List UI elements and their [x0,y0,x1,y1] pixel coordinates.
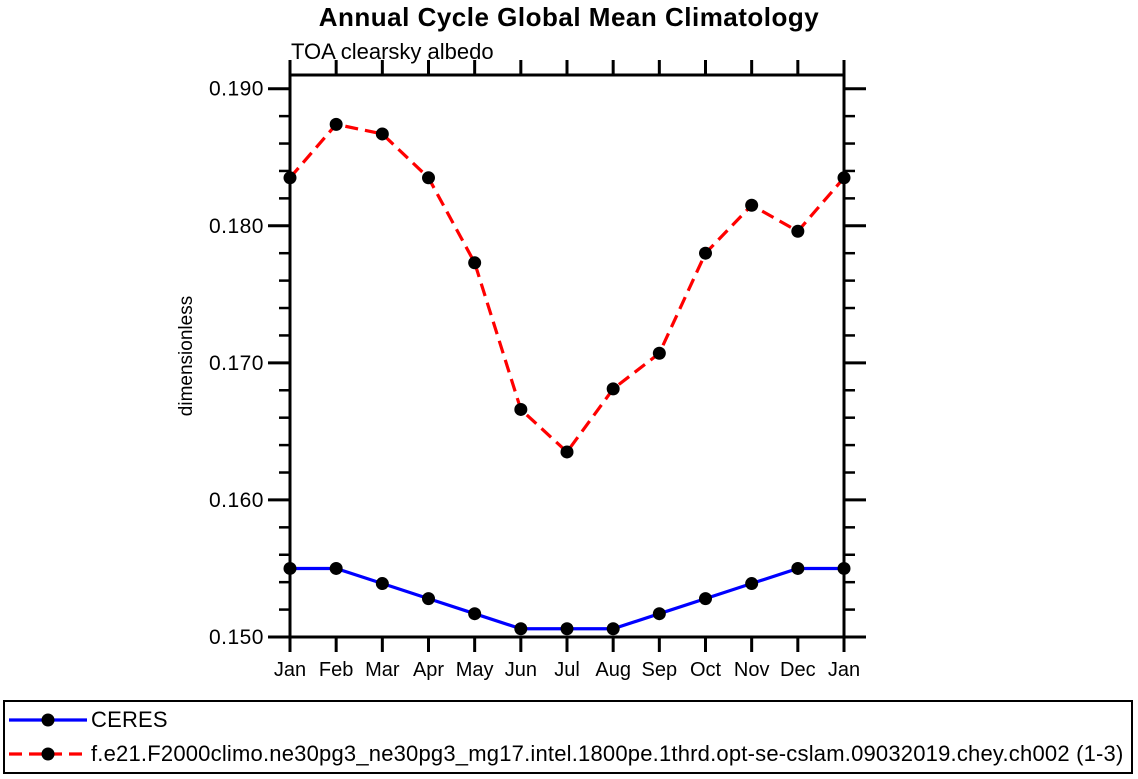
data-point-marker [791,561,805,575]
data-point-marker [375,577,389,591]
data-point-marker [699,246,712,260]
data-point-marker [329,117,343,131]
data-point-marker [791,224,805,238]
data-point-marker [422,592,435,606]
legend-label-model-run: f.e21.F2000climo.ne30pg3_ne30pg3_mg17.in… [91,741,1124,766]
data-point-marker [514,622,528,636]
x-axis-tick-label: Jun [505,659,537,681]
legend-item-model-run: f.e21.F2000climo.ne30pg3_ne30pg3_mg17.in… [5,738,1131,770]
data-point-marker [283,561,297,575]
data-point-marker [745,577,759,591]
x-axis-tick-label: May [456,659,494,681]
series-line-0 [290,566,844,631]
legend-item-ceres: CERES [5,704,1131,736]
data-point-marker [652,346,666,360]
model-line-sample-icon [9,747,87,761]
chart-title: Annual Cycle Global Mean Climatology [318,2,820,32]
chart-canvas: Jan Feb Mar Apr May Jun Jul Aug Sep Oct Nov Dec Jan 0… [176,60,866,681]
x-axis-tick-label: Oct [690,659,722,681]
data-point-marker [745,198,759,212]
x-axis-tick-label: Feb [319,659,353,681]
x-axis-tick-label: Dec [780,659,816,681]
x-axis-tick-label: Nov [734,659,770,681]
x-axis-tick-label: Sep [642,659,678,681]
data-point-marker [468,256,482,270]
data-point-marker [375,127,389,141]
ceres-line-sample-icon [9,713,87,727]
y-axis-label: dimensionless [176,296,197,416]
series-line-1 [288,122,846,455]
x-axis-tick-label: Jan [828,659,860,681]
chart-subtitle: TOA clearsky albedo [291,39,494,64]
y-axis-tick-label: 0.170 [209,352,264,375]
data-point-marker [652,607,666,621]
data-point-marker [422,171,435,185]
data-point-marker [283,171,297,185]
data-point-marker [606,622,620,636]
data-point-marker [606,382,620,396]
x-axis-tick-label: Jul [554,659,580,681]
y-axis-tick-label: 0.160 [209,489,264,512]
legend: CERES f.e21.F2000climo.ne30pg3_ne30pg3_m… [3,700,1133,774]
y-axis-tick-label: 0.190 [209,78,264,101]
data-point-marker [329,561,343,575]
legend-label-ceres: CERES [91,707,168,732]
data-point-marker [699,592,712,606]
plot-frame [288,73,846,639]
x-axis-tick-label: Mar [365,659,400,681]
data-point-marker [514,402,528,416]
data-point-marker [560,445,574,459]
x-axis-tick-label: Jan [274,659,306,681]
y-axis-tick-label: 0.180 [209,215,264,238]
data-point-marker [837,561,851,575]
y-axis-tick-label: 0.150 [209,626,264,649]
data-point-marker [837,171,851,185]
x-axis-tick-label: Apr [413,659,444,681]
data-point-marker [560,622,574,636]
data-point-marker [468,607,482,621]
x-axis-tick-label: Aug [595,659,631,681]
